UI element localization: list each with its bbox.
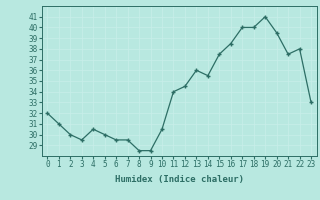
- X-axis label: Humidex (Indice chaleur): Humidex (Indice chaleur): [115, 175, 244, 184]
